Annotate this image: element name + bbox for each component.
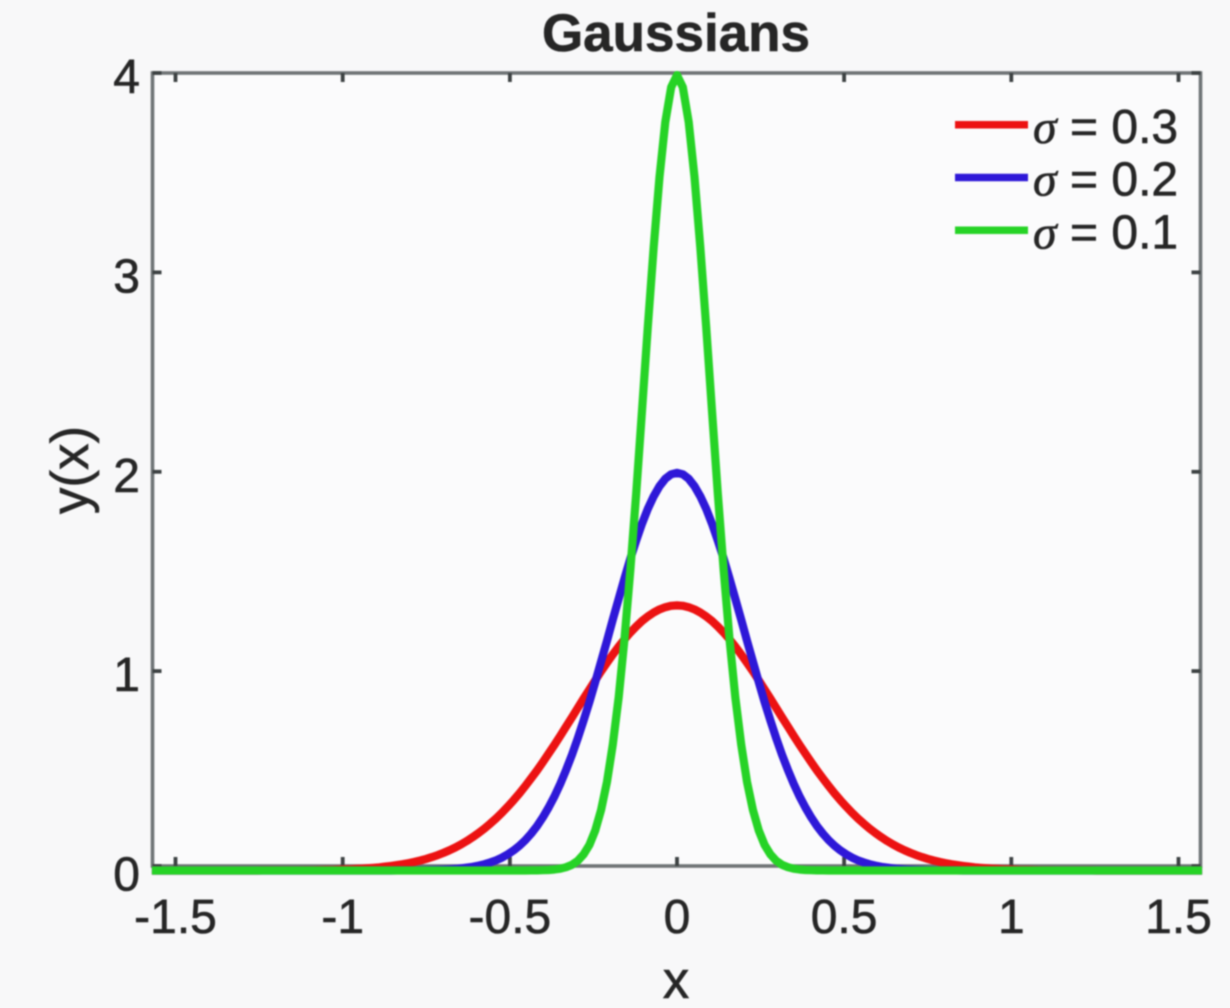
- svg-text:0: 0: [664, 891, 691, 944]
- svg-text:0: 0: [113, 849, 140, 902]
- svg-text:σ = 0.2: σ = 0.2: [1033, 154, 1178, 207]
- svg-text:3: 3: [113, 250, 140, 303]
- svg-text:1.5: 1.5: [1145, 891, 1212, 944]
- svg-text:σ = 0.3: σ = 0.3: [1033, 101, 1178, 154]
- svg-text:0.5: 0.5: [811, 891, 878, 944]
- svg-text:-0.5: -0.5: [469, 891, 552, 944]
- svg-text:-1.5: -1.5: [134, 891, 217, 944]
- svg-text:1: 1: [113, 649, 140, 702]
- svg-text:2: 2: [113, 450, 140, 503]
- svg-text:4: 4: [113, 51, 140, 104]
- svg-text:x: x: [663, 951, 690, 1008]
- svg-text:-1: -1: [321, 891, 364, 944]
- svg-text:Gaussians: Gaussians: [542, 4, 810, 63]
- svg-text:σ = 0.1: σ = 0.1: [1033, 206, 1178, 259]
- svg-text:1: 1: [998, 891, 1025, 944]
- svg-text:y(x): y(x): [41, 426, 100, 514]
